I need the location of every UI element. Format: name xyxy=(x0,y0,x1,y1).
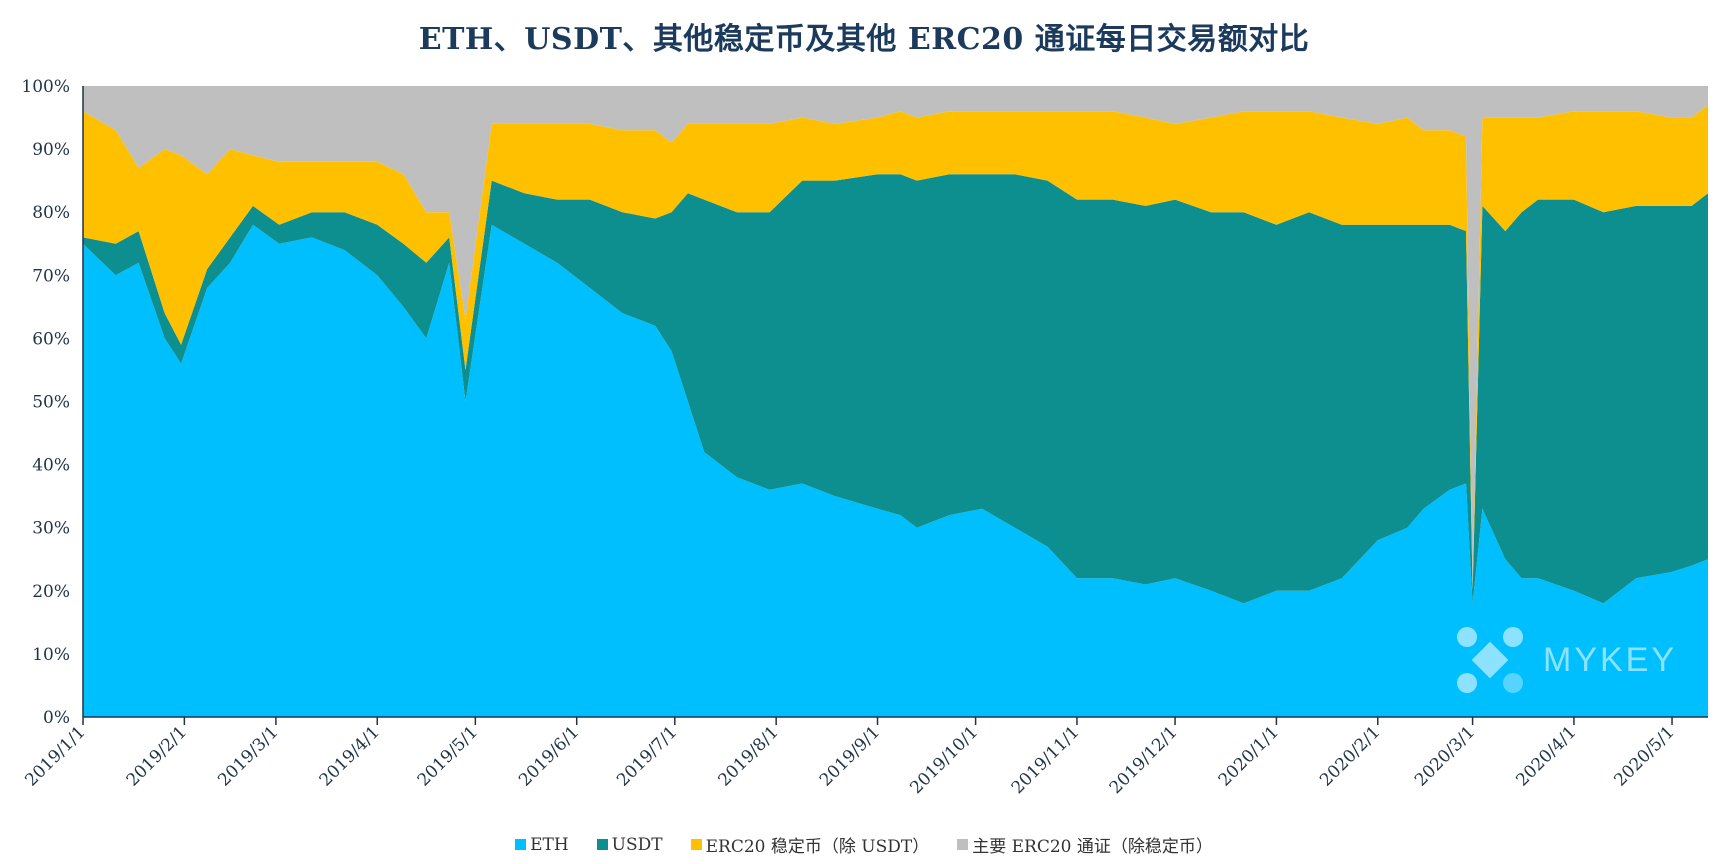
y-tick-label: 90% xyxy=(32,140,70,160)
legend-item-erc20-stablecoins: ERC20 稳定币（除 USDT） xyxy=(690,832,930,857)
x-tick-label: 2020/1/1 xyxy=(1215,722,1283,790)
legend-swatch-usdt xyxy=(596,839,608,850)
legend-label-erc20-stablecoins: ERC20 稳定币（除 USDT） xyxy=(705,837,930,857)
area-series-0 xyxy=(83,224,1708,718)
watermark-text: MYKEY xyxy=(1543,640,1678,679)
legend: ETH USDT ERC20 稳定币（除 USDT） 主要 ERC20 通证（除… xyxy=(0,832,1728,857)
y-tick-label: 100% xyxy=(21,77,70,97)
y-tick-label: 30% xyxy=(32,519,70,539)
x-tick-label: 2019/9/1 xyxy=(816,722,884,790)
y-tick-label: 70% xyxy=(32,266,70,286)
y-tick-label: 60% xyxy=(32,329,70,349)
legend-swatch-erc20-tokens xyxy=(957,839,969,850)
area-series-1 xyxy=(83,174,1708,604)
legend-item-usdt: USDT xyxy=(596,832,663,857)
x-tick-label: 2019/1/1 xyxy=(21,722,89,790)
y-tick-label: 20% xyxy=(32,582,70,602)
chart-title: ETH、USDT、其他稳定币及其他 ERC20 通证每日交易额对比 xyxy=(418,22,1310,57)
legend-label-erc20-tokens: 主要 ERC20 通证（除稳定币） xyxy=(972,837,1213,857)
x-tick-label: 2019/11/1 xyxy=(1008,722,1084,798)
x-tick-label: 2019/5/1 xyxy=(414,722,482,790)
x-tick-label: 2020/4/1 xyxy=(1512,722,1580,790)
legend-label-usdt: USDT xyxy=(611,834,663,855)
x-tick-label: 2020/5/1 xyxy=(1610,722,1678,790)
x-tick-label: 2020/3/1 xyxy=(1411,722,1479,790)
legend-item-erc20-tokens: 主要 ERC20 通证（除稳定币） xyxy=(957,832,1213,857)
x-tick-label: 2019/12/1 xyxy=(1106,722,1182,798)
x-tick-label: 2019/4/1 xyxy=(316,722,384,790)
y-tick-label: 50% xyxy=(32,393,70,413)
legend-swatch-erc20-stablecoins xyxy=(690,839,702,850)
area-series-3 xyxy=(83,86,1708,591)
x-tick-label: 2019/7/1 xyxy=(613,722,681,790)
x-tick-label: 2020/2/1 xyxy=(1316,722,1384,790)
y-tick-label: 80% xyxy=(32,203,70,223)
y-tick-label: 0% xyxy=(43,708,70,728)
legend-item-eth: ETH xyxy=(515,832,569,857)
x-axis: 2019/1/1 2019/2/1 2019/3/1 2019/4/1 2019/5/1… xyxy=(21,716,1708,798)
x-tick-label: 2019/10/1 xyxy=(906,722,982,798)
area-series-2 xyxy=(83,104,1708,591)
mykey-logo-icon xyxy=(1457,627,1523,693)
x-tick-label: 2019/3/1 xyxy=(214,722,282,790)
legend-swatch-eth xyxy=(515,839,527,850)
area-series-group xyxy=(83,86,1708,718)
y-tick-label: 40% xyxy=(32,456,70,476)
x-tick-label: 2019/6/1 xyxy=(515,722,583,790)
y-tick-label: 10% xyxy=(32,645,70,665)
watermark: MYKEY xyxy=(1455,625,1677,695)
x-tick-label: 2019/8/1 xyxy=(715,722,783,790)
legend-label-eth: ETH xyxy=(530,834,569,855)
x-tick-label: 2019/2/1 xyxy=(123,722,191,790)
y-axis: 0% 10% 20% 30% 40% 50% 60% 70% 80% 90% 100% xyxy=(21,77,84,728)
